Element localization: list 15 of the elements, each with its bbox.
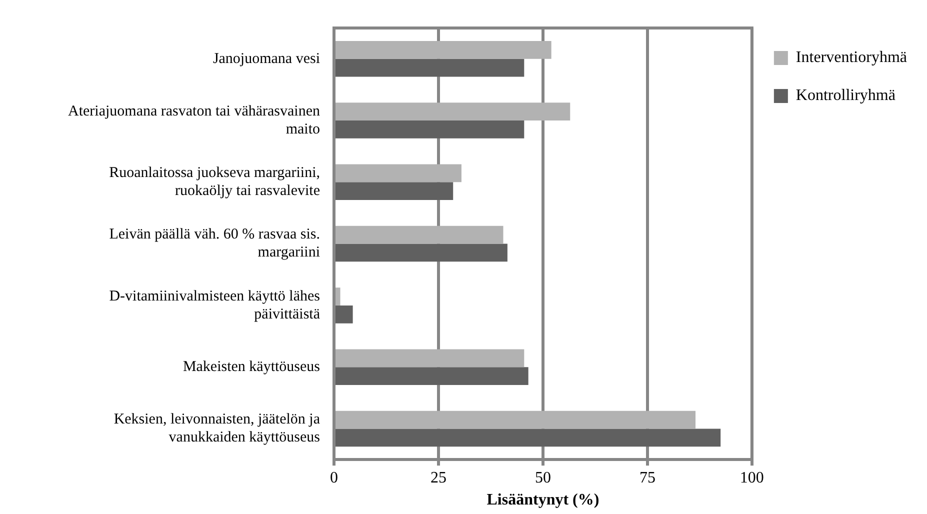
- x-tick-label: 0: [330, 469, 338, 486]
- y-tick-label: Leivän päällä väh. 60 % rasvaa sis. margariini: [109, 226, 320, 261]
- x-tick-label: 75: [639, 469, 656, 486]
- x-tick-label: 25: [430, 469, 446, 486]
- y-tick-label: D-vitamiinivalmisteen käyttö lähes päivittäistä: [109, 288, 320, 322]
- x-axis-title: Lisääntynyt (%): [486, 492, 600, 509]
- y-tick-label: Ruoanlaitossa juokseva margariini, ruokaöljy tai rasvalevite: [109, 165, 320, 200]
- y-tick-label: Janojuomana vesi: [212, 50, 320, 67]
- legend-label: Interventioryhmä: [796, 49, 908, 66]
- x-tick-label: 100: [740, 469, 764, 486]
- legend-label: Kontrolliryhmä: [796, 87, 896, 104]
- x-tick-label: 50: [534, 469, 551, 486]
- y-tick-label: Makeisten käyttöuseus: [182, 359, 320, 376]
- y-tick-label: Keksien, leivonnaisten, jäätelön ja vanukkaiden käyttöuseus: [114, 412, 320, 446]
- y-tick-label: Ateriajuomana rasvaton tai vähärasvainen maito: [68, 103, 320, 138]
